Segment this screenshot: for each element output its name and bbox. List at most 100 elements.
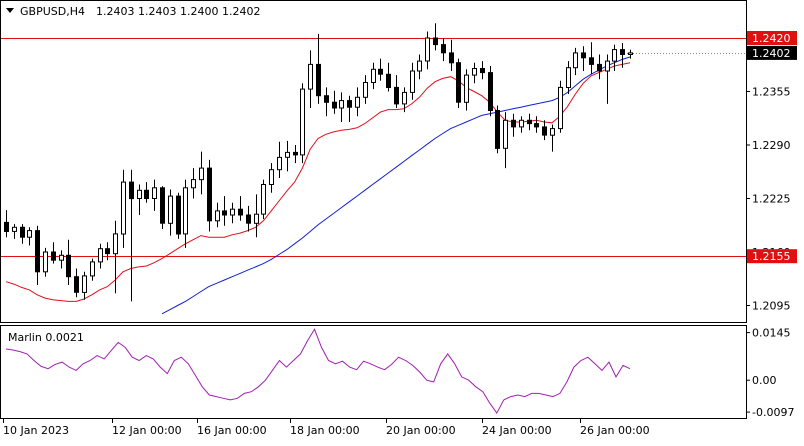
candle — [534, 116, 539, 133]
candle-body — [472, 68, 477, 76]
candle — [339, 92, 344, 122]
candle-body — [347, 100, 352, 108]
axes-layer: 1.24201.24021.23551.22901.22251.21601.21… — [3, 31, 797, 437]
candle — [152, 179, 157, 211]
candle-body — [495, 110, 500, 149]
candle — [566, 61, 571, 94]
candle — [20, 224, 25, 244]
candle-body — [566, 67, 571, 88]
candle — [98, 243, 103, 269]
candle — [441, 38, 446, 62]
candle-body — [51, 251, 56, 261]
candle — [199, 151, 204, 195]
candle — [246, 205, 251, 232]
candle-body — [191, 179, 196, 189]
candle-body — [4, 221, 9, 232]
candle — [581, 46, 586, 71]
oscillator-y-tick-label: -0.0097 — [752, 406, 794, 419]
candle — [558, 80, 563, 133]
candle — [511, 113, 516, 137]
ohlc-readout: 1.2403 1.2403 1.2400 1.2402 — [96, 5, 260, 18]
candle-body — [285, 151, 290, 158]
candle — [449, 39, 454, 71]
candle-body — [464, 74, 469, 103]
candle — [160, 186, 165, 229]
x-tick-label: 18 Jan 00:00 — [290, 424, 360, 437]
candle — [503, 112, 508, 169]
candle-body — [254, 213, 259, 224]
candle-body — [222, 210, 227, 216]
candle — [144, 182, 149, 203]
y-tick-label: 1.2095 — [752, 300, 791, 313]
oscillator-panel-frame — [0, 325, 747, 419]
candle — [74, 268, 79, 298]
candle — [519, 116, 524, 133]
candle-body — [503, 119, 508, 149]
candle — [355, 87, 360, 117]
candle-body — [98, 248, 103, 263]
oscillator-title: Marlin 0.0021 — [8, 331, 84, 344]
candle-body — [230, 208, 235, 216]
symbol-label: GBPUSD,H4 — [20, 5, 85, 18]
candle-body — [441, 44, 446, 54]
candle-body — [12, 226, 17, 232]
price-tag — [747, 249, 797, 264]
candle — [121, 169, 126, 248]
candle — [324, 87, 329, 117]
y-tick-label: 1.2355 — [752, 86, 791, 99]
candle — [605, 54, 610, 104]
candle — [417, 54, 422, 80]
candle — [90, 258, 95, 281]
candle-body — [581, 52, 586, 59]
slow-moving-average-line — [161, 56, 631, 315]
candle — [137, 184, 142, 215]
candle — [332, 90, 337, 114]
candle-body — [456, 62, 461, 103]
candle — [527, 113, 532, 131]
candle-body — [488, 72, 493, 111]
fast-moving-average-line — [5, 62, 631, 302]
y-tick-label: 1.2290 — [752, 139, 791, 152]
candle — [433, 23, 438, 51]
candle-body — [425, 37, 430, 62]
candle — [238, 196, 243, 221]
candle-body — [612, 49, 617, 62]
candle — [4, 210, 9, 238]
candle-body — [480, 68, 485, 74]
candle-body — [449, 52, 454, 64]
candle-body — [620, 49, 625, 55]
candle-body — [160, 187, 165, 224]
dropdown-triangle-icon[interactable] — [6, 8, 14, 13]
candle-body — [355, 96, 360, 108]
candle-body — [386, 73, 391, 89]
candle — [168, 189, 173, 236]
candle — [12, 224, 17, 239]
candle — [254, 194, 259, 238]
candle-body — [238, 208, 243, 216]
candle — [222, 196, 227, 226]
candle — [207, 159, 212, 232]
candle-body — [550, 128, 555, 136]
candle — [27, 227, 32, 246]
candle-body — [339, 100, 344, 109]
candle-body — [129, 181, 134, 200]
candle — [191, 168, 196, 199]
candle — [371, 62, 376, 90]
candle — [472, 62, 477, 84]
candle-body — [417, 60, 422, 72]
x-tick-label: 24 Jan 00:00 — [482, 424, 552, 437]
candle-body — [589, 57, 594, 65]
candle-body — [168, 195, 173, 224]
candle-body — [27, 230, 32, 238]
candle — [129, 169, 134, 302]
candle-body — [121, 181, 126, 235]
candle — [347, 95, 352, 122]
candle — [269, 163, 274, 193]
candle — [589, 42, 594, 75]
candle — [230, 202, 235, 224]
candle — [386, 62, 391, 92]
candle-body — [511, 119, 516, 128]
candle-body — [82, 275, 87, 293]
